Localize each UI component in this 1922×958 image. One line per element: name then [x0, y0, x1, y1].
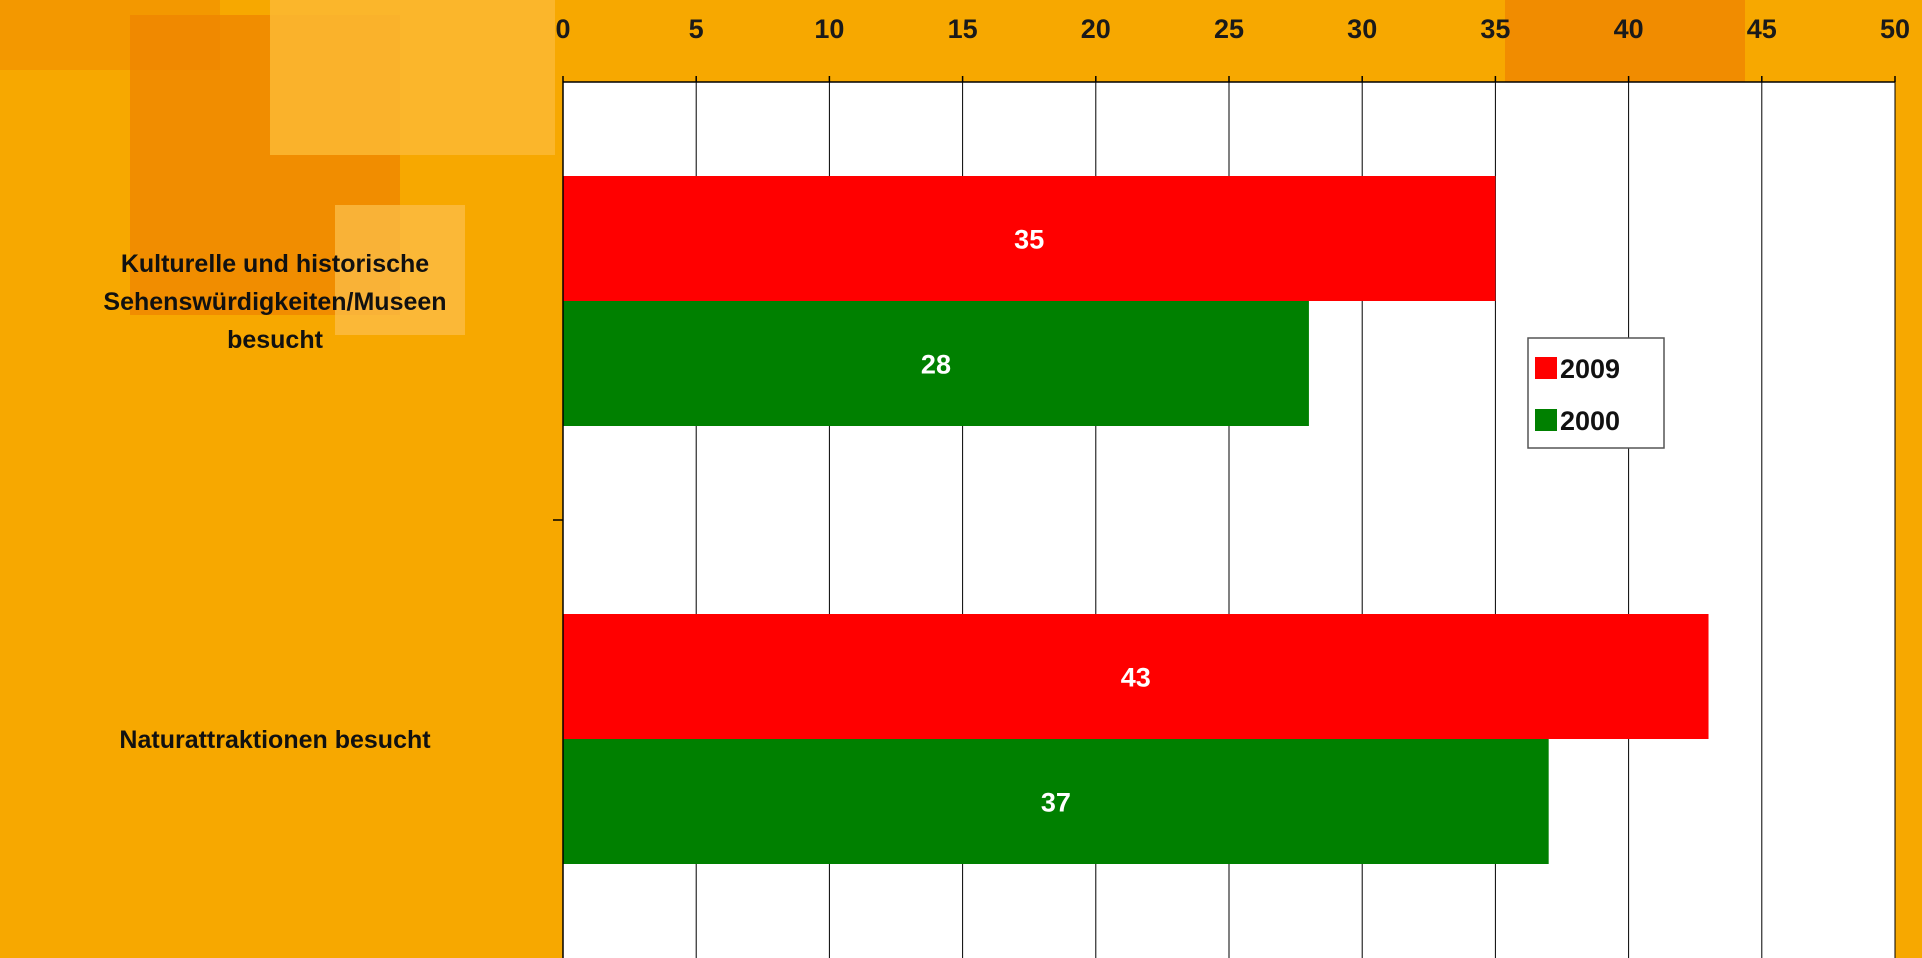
- bar-2009: [563, 614, 1709, 739]
- bar-2009: [563, 176, 1496, 301]
- x-tick-label: 15: [948, 14, 978, 44]
- deco-square: [270, 0, 555, 155]
- data-label: 43: [1121, 663, 1151, 693]
- category-labels: Kulturelle und historische Sehenswürdigke…: [103, 250, 563, 754]
- data-label: 35: [1014, 225, 1044, 255]
- legend-label-2000: 2000: [1560, 406, 1620, 436]
- x-tick-label: 25: [1214, 14, 1244, 44]
- category-label: Naturattraktionen besucht: [119, 726, 431, 754]
- bars: 35 28 43 37: [563, 176, 1709, 864]
- category-label-line: Sehenswürdigkeiten/Museen: [103, 288, 446, 316]
- bar-2000: [563, 301, 1309, 426]
- category-label-line: Naturattraktionen besucht: [119, 726, 431, 754]
- data-label: 28: [921, 350, 951, 380]
- x-tick-label: 45: [1747, 14, 1777, 44]
- category-label-line: Kulturelle und historische: [121, 250, 429, 278]
- x-tick-label: 0: [555, 14, 570, 44]
- x-tick-label: 40: [1614, 14, 1644, 44]
- x-axis-ticks: 0 5 10 15 20 25 30 35 40 45 50: [555, 14, 1910, 82]
- x-tick-label: 10: [814, 14, 844, 44]
- x-tick-label: 30: [1347, 14, 1377, 44]
- bar-2000: [563, 739, 1549, 864]
- category-label-line: besucht: [227, 326, 324, 354]
- legend-swatch-2009: [1535, 357, 1557, 379]
- x-tick-label: 50: [1880, 14, 1910, 44]
- x-tick-label: 35: [1480, 14, 1510, 44]
- data-label: 37: [1041, 788, 1071, 818]
- deco-square: [1505, 0, 1745, 85]
- x-tick-label: 20: [1081, 14, 1111, 44]
- legend: 2009 2000: [1527, 337, 1665, 449]
- legend-swatch-2000: [1535, 409, 1557, 431]
- category-label: Kulturelle und historische Sehenswürdigke…: [103, 250, 446, 354]
- deco-square: [335, 205, 465, 335]
- x-tick-label: 5: [689, 14, 704, 44]
- legend-label-2009: 2009: [1560, 354, 1620, 384]
